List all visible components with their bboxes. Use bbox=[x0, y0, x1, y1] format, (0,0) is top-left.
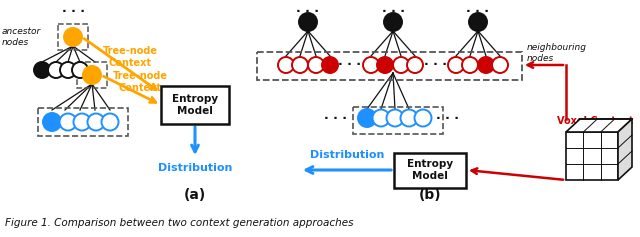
Text: · · ·: · · · bbox=[61, 5, 84, 18]
Ellipse shape bbox=[278, 57, 294, 73]
Ellipse shape bbox=[469, 13, 487, 31]
Text: · · ·: · · · bbox=[339, 59, 362, 72]
Text: Distribution: Distribution bbox=[310, 150, 384, 160]
Ellipse shape bbox=[393, 57, 409, 73]
Ellipse shape bbox=[60, 62, 76, 78]
Ellipse shape bbox=[72, 62, 88, 78]
Ellipse shape bbox=[448, 57, 464, 73]
Bar bbox=[161, 86, 229, 124]
Ellipse shape bbox=[462, 57, 478, 73]
Ellipse shape bbox=[308, 57, 324, 73]
Text: Tree-node
Context: Tree-node Context bbox=[113, 71, 168, 93]
Ellipse shape bbox=[322, 57, 338, 73]
Text: ancestor
nodes: ancestor nodes bbox=[2, 27, 41, 47]
Text: · · ·: · · · bbox=[467, 5, 490, 18]
Ellipse shape bbox=[88, 114, 104, 131]
Polygon shape bbox=[566, 119, 632, 132]
Ellipse shape bbox=[401, 109, 417, 127]
Bar bbox=[353, 107, 443, 134]
Text: Entropy
Model: Entropy Model bbox=[407, 159, 453, 181]
Text: Figure 1. Comparison between two context generation approaches: Figure 1. Comparison between two context… bbox=[5, 218, 353, 228]
Ellipse shape bbox=[34, 62, 50, 78]
Ellipse shape bbox=[60, 114, 77, 131]
Bar bbox=[257, 52, 522, 80]
Text: · · ·: · · · bbox=[296, 5, 319, 18]
Ellipse shape bbox=[299, 13, 317, 31]
Bar bbox=[38, 108, 128, 136]
Ellipse shape bbox=[384, 13, 402, 31]
Bar bbox=[566, 132, 618, 180]
Ellipse shape bbox=[74, 114, 90, 131]
Ellipse shape bbox=[43, 113, 61, 131]
Ellipse shape bbox=[102, 114, 118, 131]
Ellipse shape bbox=[377, 57, 393, 73]
Ellipse shape bbox=[372, 109, 390, 127]
Ellipse shape bbox=[358, 109, 376, 127]
Text: Voxel Context: Voxel Context bbox=[557, 116, 633, 126]
Bar bbox=[58, 24, 88, 50]
Text: · · ·: · · · bbox=[323, 111, 346, 124]
Ellipse shape bbox=[64, 28, 82, 46]
Bar bbox=[394, 152, 466, 187]
Text: Tree-node
Context: Tree-node Context bbox=[102, 46, 157, 68]
Text: neighbouring
nodes: neighbouring nodes bbox=[527, 43, 587, 63]
Text: · · ·: · · · bbox=[424, 59, 447, 72]
Ellipse shape bbox=[407, 57, 423, 73]
Text: (a): (a) bbox=[184, 188, 206, 202]
Text: (b): (b) bbox=[419, 188, 442, 202]
Ellipse shape bbox=[48, 62, 64, 78]
Text: Entropy
Model: Entropy Model bbox=[172, 94, 218, 116]
Polygon shape bbox=[618, 119, 632, 180]
Ellipse shape bbox=[83, 66, 101, 84]
Ellipse shape bbox=[363, 57, 379, 73]
Ellipse shape bbox=[292, 57, 308, 73]
Ellipse shape bbox=[478, 57, 494, 73]
Text: · · ·: · · · bbox=[435, 111, 458, 124]
Text: Distribution: Distribution bbox=[158, 163, 232, 173]
Ellipse shape bbox=[387, 109, 403, 127]
Text: · · ·: · · · bbox=[381, 5, 404, 18]
Ellipse shape bbox=[492, 57, 508, 73]
Bar bbox=[77, 62, 107, 88]
Ellipse shape bbox=[415, 109, 431, 127]
